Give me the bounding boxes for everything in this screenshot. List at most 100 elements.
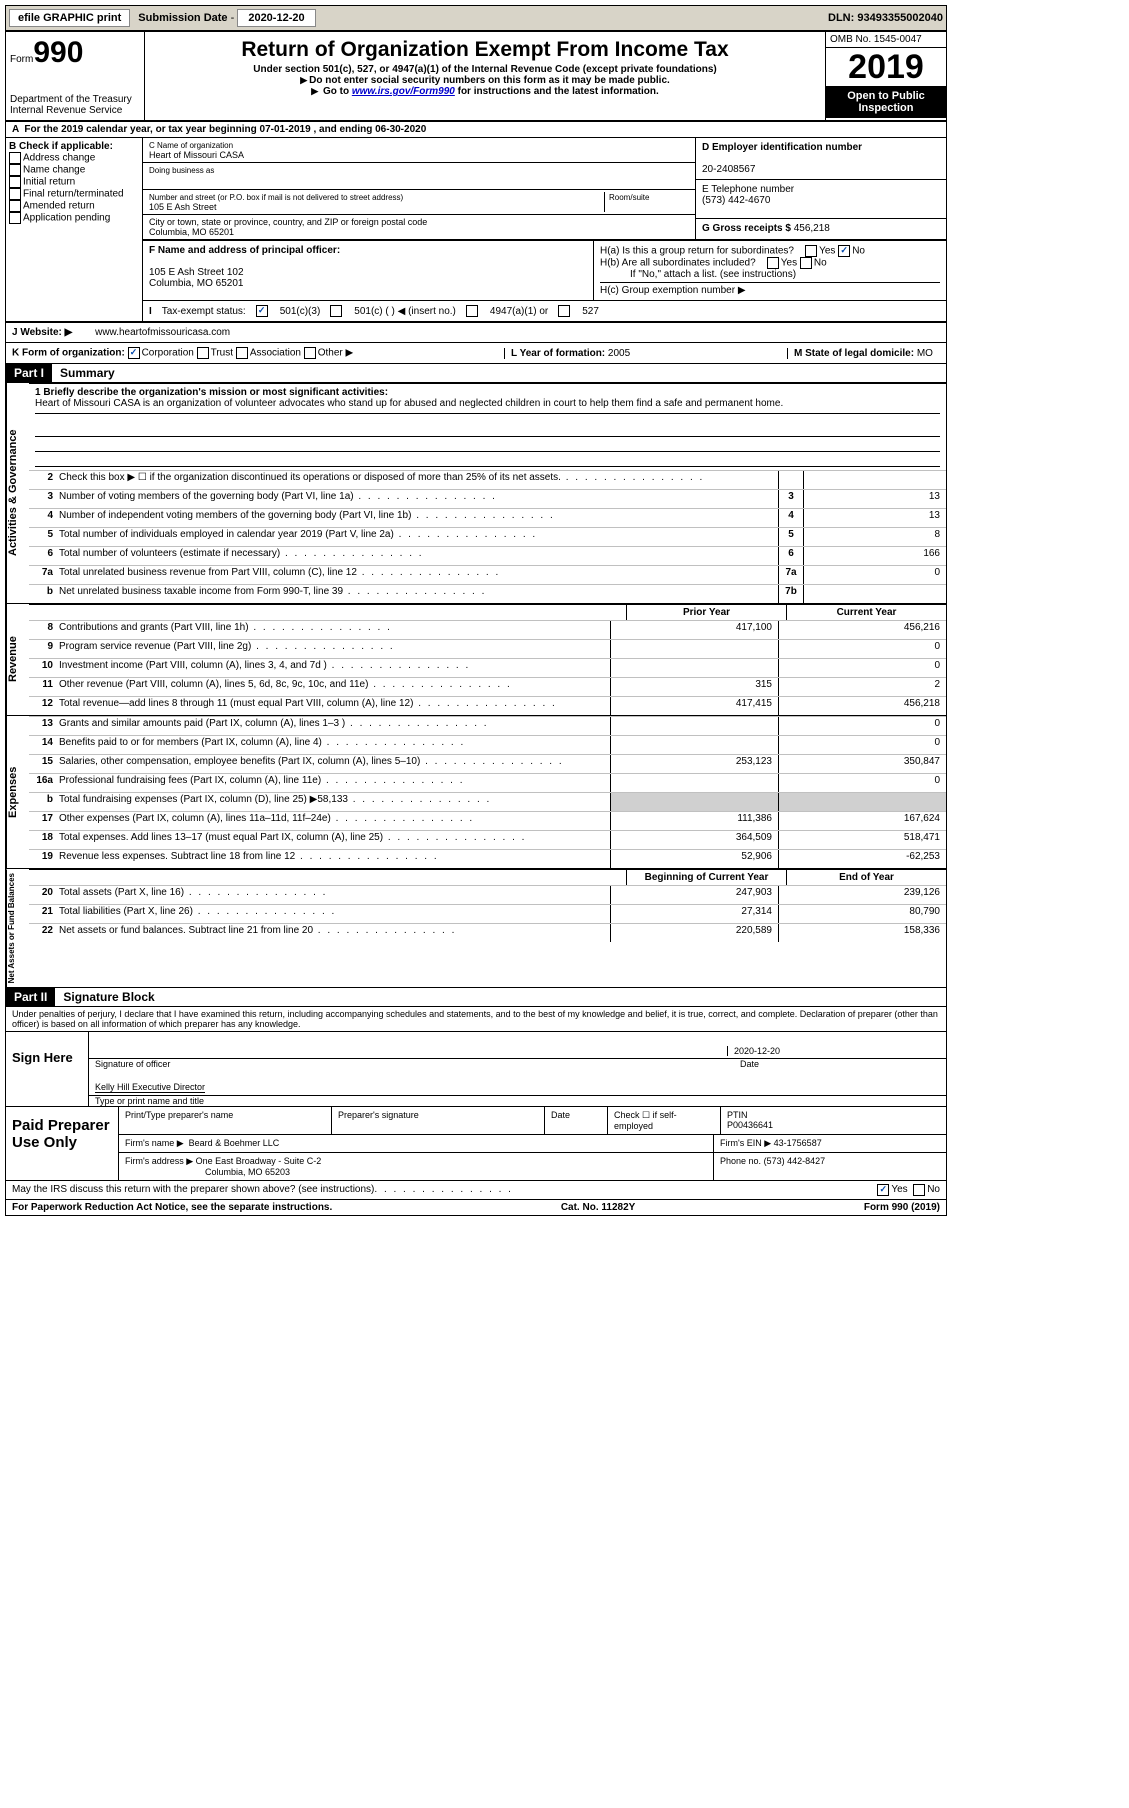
chk-corp[interactable]: ✓ (128, 347, 140, 359)
k-row: K Form of organization: ✓Corporation Tru… (6, 342, 946, 364)
sign-here: Sign Here (6, 1032, 89, 1106)
vlabel-rev: Revenue (6, 604, 29, 715)
line-a: A For the 2019 calendar year, or tax yea… (6, 122, 946, 138)
header: Form990 Department of the Treasury Inter… (6, 32, 946, 122)
form-title: Return of Organization Exempt From Incom… (153, 38, 817, 62)
chk-initial[interactable] (9, 176, 21, 188)
discuss-yes[interactable]: ✓ (877, 1184, 889, 1196)
chk-501c[interactable] (330, 305, 342, 317)
chk-501c3[interactable]: ✓ (256, 305, 268, 317)
table-row: 7aTotal unrelated business revenue from … (29, 565, 946, 584)
firm-ein: 43-1756587 (774, 1138, 822, 1148)
col-b: B Check if applicable: Address change Na… (6, 138, 143, 321)
chk-4947[interactable] (466, 305, 478, 317)
table-row: 5Total number of individuals employed in… (29, 527, 946, 546)
table-row: 22Net assets or fund balances. Subtract … (29, 923, 946, 942)
irs-link[interactable]: www.irs.gov/Form990 (352, 86, 455, 97)
footer: For Paperwork Reduction Act Notice, see … (6, 1199, 946, 1215)
table-row: 11Other revenue (Part VIII, column (A), … (29, 677, 946, 696)
table-row: 17Other expenses (Part IX, column (A), l… (29, 811, 946, 830)
paid-prep-label: Paid Preparer Use Only (6, 1107, 119, 1180)
revenue-section: Revenue Prior YearCurrent Year 8Contribu… (6, 603, 946, 715)
form-word: Form (10, 54, 33, 65)
b-label: B Check if applicable: (9, 141, 113, 152)
chk-other[interactable] (304, 347, 316, 359)
part1-body: Activities & Governance 1 Briefly descri… (6, 382, 946, 603)
table-row: 6Total number of volunteers (estimate if… (29, 546, 946, 565)
info-grid: B Check if applicable: Address change Na… (6, 138, 946, 322)
note-ssn: Do not enter social security numbers on … (153, 75, 817, 86)
discuss-row: May the IRS discuss this return with the… (6, 1180, 946, 1199)
table-row: 14Benefits paid to or for members (Part … (29, 735, 946, 754)
firm-name: Beard & Boehmer LLC (189, 1138, 280, 1148)
header-right: OMB No. 1545-0047 2019 Open to Public In… (825, 32, 946, 120)
note-link: Go to www.irs.gov/Form990 for instructio… (153, 86, 817, 97)
part2-header: Part IISignature Block (6, 987, 946, 1006)
website[interactable]: www.heartofmissouricasa.com (95, 327, 230, 338)
chk-pending[interactable] (9, 212, 21, 224)
ha-no[interactable]: ✓ (838, 245, 850, 257)
chk-address[interactable] (9, 152, 21, 164)
table-row: 4Number of independent voting members of… (29, 508, 946, 527)
table-row: bTotal fundraising expenses (Part IX, co… (29, 792, 946, 811)
firm-addr2: Columbia, MO 65203 (125, 1167, 290, 1177)
expenses-section: Expenses 13Grants and similar amounts pa… (6, 715, 946, 868)
header-mid: Return of Organization Exempt From Incom… (145, 32, 825, 120)
dept: Department of the Treasury Internal Reve… (10, 94, 140, 116)
sub-date: 2020-12-20 (237, 9, 315, 27)
footer-mid: Cat. No. 11282Y (561, 1202, 635, 1213)
table-row: 21Total liabilities (Part X, line 26)27,… (29, 904, 946, 923)
table-row: 3Number of voting members of the governi… (29, 489, 946, 508)
table-row: 20Total assets (Part X, line 16)247,9032… (29, 885, 946, 904)
hb-yes[interactable] (767, 257, 779, 269)
chk-amended[interactable] (9, 200, 21, 212)
i-row: I Tax-exempt status: ✓501(c)(3) 501(c) (… (143, 300, 946, 321)
discuss-no[interactable] (913, 1184, 925, 1196)
penalty-text: Under penalties of perjury, I declare th… (6, 1006, 946, 1031)
chk-final[interactable] (9, 188, 21, 200)
hb-no[interactable] (800, 257, 812, 269)
f-block: F Name and address of principal officer:… (143, 241, 594, 300)
domicile: MO (917, 348, 933, 359)
mission-text: Heart of Missouri CASA is an organizatio… (35, 398, 940, 414)
table-row: 10Investment income (Part VIII, column (… (29, 658, 946, 677)
vlabel-net: Net Assets or Fund Balances (6, 869, 29, 987)
name-block: C Name of organizationHeart of Missouri … (143, 138, 696, 239)
table-row: 9Program service revenue (Part VIII, lin… (29, 639, 946, 658)
sign-block: Sign Here 2020-12-20 Signature of office… (6, 1031, 946, 1106)
sign-date: 2020-12-20 (727, 1046, 940, 1056)
table-row: 18Total expenses. Add lines 13–17 (must … (29, 830, 946, 849)
table-row: 2Check this box ▶ ☐ if the organization … (29, 470, 946, 489)
chk-trust[interactable] (197, 347, 209, 359)
omb: OMB No. 1545-0047 (826, 32, 946, 48)
table-row: 19Revenue less expenses. Subtract line 1… (29, 849, 946, 868)
h-block: H(a) Is this a group return for subordin… (594, 241, 946, 300)
table-row: 13Grants and similar amounts paid (Part … (29, 716, 946, 735)
org-street: 105 E Ash Street (149, 202, 217, 212)
ptin: P00436641 (727, 1120, 773, 1130)
ein: 20-2408567 (702, 164, 755, 175)
subtitle: Under section 501(c), 527, or 4947(a)(1)… (153, 64, 817, 75)
right-block: D Employer identification number20-24085… (696, 138, 946, 239)
firm-phone: (573) 442-8427 (764, 1156, 826, 1166)
org-name: Heart of Missouri CASA (149, 150, 244, 160)
tax-year: 2019 (826, 48, 946, 86)
table-row: 12Total revenue—add lines 8 through 11 (… (29, 696, 946, 715)
chk-assoc[interactable] (236, 347, 248, 359)
table-row: 8Contributions and grants (Part VIII, li… (29, 620, 946, 639)
col-cdefg: C Name of organizationHeart of Missouri … (143, 138, 946, 321)
sub-label: Submission Date - 2020-12-20 (138, 12, 315, 24)
efile-btn[interactable]: efile GRAPHIC print (9, 9, 130, 27)
footer-left: For Paperwork Reduction Act Notice, see … (12, 1202, 332, 1213)
table-row: 16aProfessional fundraising fees (Part I… (29, 773, 946, 792)
officer-name: Kelly Hill Executive Director (95, 1082, 205, 1093)
chk-527[interactable] (558, 305, 570, 317)
j-row: J Website: ▶ www.heartofmissouricasa.com (6, 322, 946, 342)
net-section: Net Assets or Fund Balances Beginning of… (6, 868, 946, 987)
ha-yes[interactable] (805, 245, 817, 257)
form-990-page: efile GRAPHIC print Submission Date - 20… (5, 5, 947, 1216)
chk-name[interactable] (9, 164, 21, 176)
dln: DLN: 93493355002040 (828, 12, 943, 24)
table-row: bNet unrelated business taxable income f… (29, 584, 946, 603)
year-formed: 2005 (608, 348, 630, 359)
